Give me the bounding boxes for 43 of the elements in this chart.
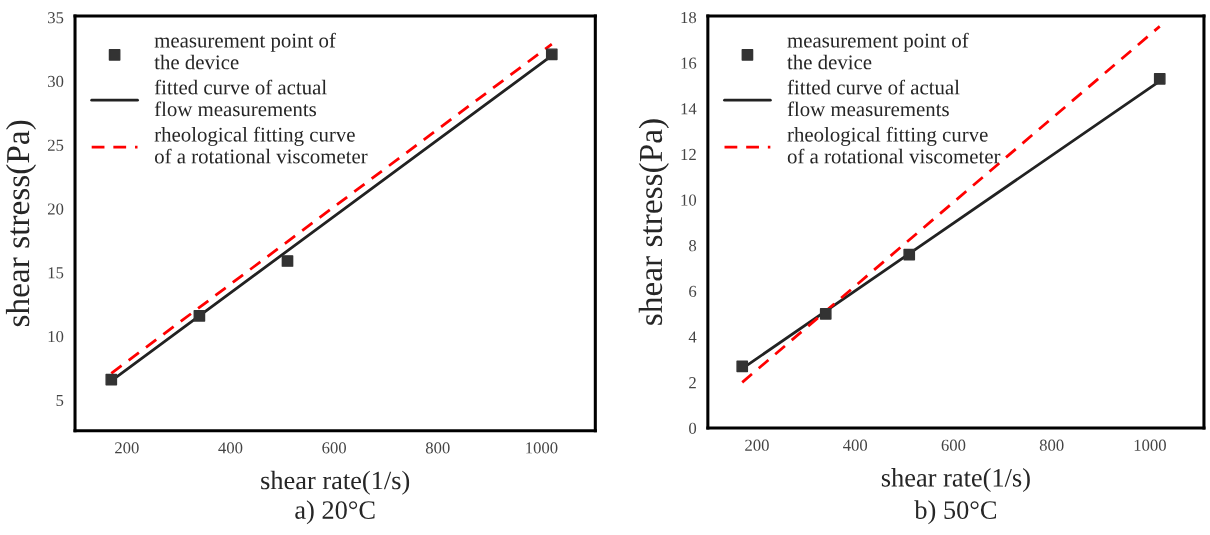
x-tick-label: 800 [425,442,450,454]
x-tick-label: 200 [745,439,769,451]
x-tick-label: 1000 [526,442,558,454]
y-tick-label: 0 [689,422,697,434]
y-axis-title: shear stress(Pa) [5,120,37,327]
x-tick-label: 400 [218,442,243,454]
x-tick-label: 600 [322,442,346,454]
y-tick-label: 6 [689,285,697,298]
x-tick-label: 800 [1039,439,1064,451]
y-tick-label: 2 [689,377,696,389]
y-tick-label: 35 [48,12,64,24]
x-axis-title: shear rate(1/s) [261,470,410,495]
point [105,373,118,386]
x-tick-label: 200 [115,442,139,454]
point [819,308,832,320]
y-tick-label: 10 [681,194,697,206]
y-tick-label: 10 [48,330,64,343]
point [736,360,749,373]
y-tick-label: 4 [688,331,697,343]
point [903,248,916,261]
y-tick-label: 16 [681,57,697,69]
y-tick-label: 15 [48,267,64,279]
legend-label: rheological fitting curve of a rotational viscometer [787,126,1001,164]
text: a) 20°C [295,500,375,525]
y-tick-label: 5 [56,394,64,406]
y-axis-title: shear stress(Pa) [638,119,669,325]
x-axis-title: shear rate(1/s) [881,468,1030,493]
x-tick-label: 600 [941,439,966,451]
y-tick-label: 18 [681,11,697,24]
y-tick-label: 20 [47,203,64,215]
point [1153,72,1166,85]
legend-label: rheological fitting curve of a rotational viscometer [154,126,368,164]
y-tick-label: 8 [689,240,697,252]
y-tick-label: 12 [681,148,696,160]
point [193,310,206,322]
x-tick-label: 1000 [1134,439,1166,451]
y-tick-label: 25 [47,139,64,151]
x-tick-label: 400 [843,439,868,451]
y-tick-label: 30 [48,75,64,88]
point [545,48,558,61]
point [281,255,294,267]
y-tick-label: 14 [681,103,697,115]
text: b) 50°C [914,500,997,525]
